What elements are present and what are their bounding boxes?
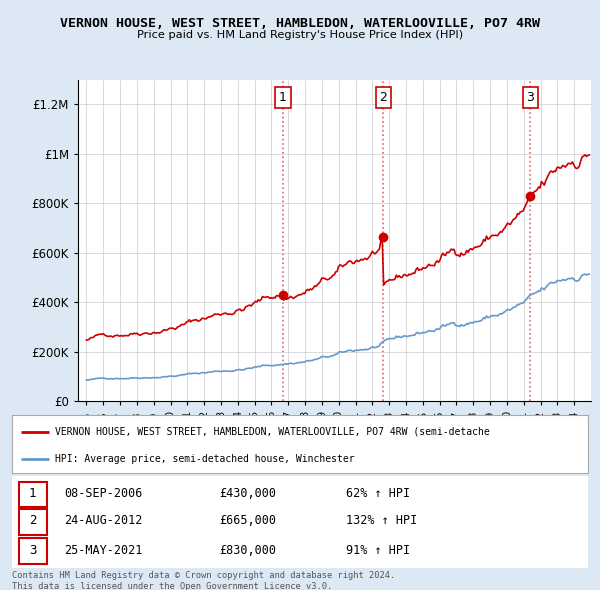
Text: 62% ↑ HPI: 62% ↑ HPI <box>346 487 410 500</box>
Text: 1: 1 <box>29 487 37 500</box>
Text: Price paid vs. HM Land Registry's House Price Index (HPI): Price paid vs. HM Land Registry's House … <box>137 30 463 40</box>
Text: 1: 1 <box>279 91 287 104</box>
Text: Contains HM Land Registry data © Crown copyright and database right 2024.
This d: Contains HM Land Registry data © Crown c… <box>12 571 395 590</box>
Text: 24-AUG-2012: 24-AUG-2012 <box>64 514 142 527</box>
Text: 25-MAY-2021: 25-MAY-2021 <box>64 544 142 557</box>
Text: 3: 3 <box>29 544 37 557</box>
Text: VERNON HOUSE, WEST STREET, HAMBLEDON, WATERLOOVILLE, PO7 4RW: VERNON HOUSE, WEST STREET, HAMBLEDON, WA… <box>60 17 540 30</box>
Text: VERNON HOUSE, WEST STREET, HAMBLEDON, WATERLOOVILLE, PO7 4RW (semi-detache: VERNON HOUSE, WEST STREET, HAMBLEDON, WA… <box>55 427 490 437</box>
FancyBboxPatch shape <box>19 481 47 507</box>
Text: 2: 2 <box>29 514 37 527</box>
Text: 132% ↑ HPI: 132% ↑ HPI <box>346 514 418 527</box>
Text: HPI: Average price, semi-detached house, Winchester: HPI: Average price, semi-detached house,… <box>55 454 355 464</box>
FancyBboxPatch shape <box>19 509 47 535</box>
Text: 08-SEP-2006: 08-SEP-2006 <box>64 487 142 500</box>
Text: 2: 2 <box>379 91 387 104</box>
Text: £830,000: £830,000 <box>220 544 277 557</box>
Text: £665,000: £665,000 <box>220 514 277 527</box>
FancyBboxPatch shape <box>19 538 47 564</box>
Text: 3: 3 <box>527 91 535 104</box>
Text: £430,000: £430,000 <box>220 487 277 500</box>
Text: 91% ↑ HPI: 91% ↑ HPI <box>346 544 410 557</box>
